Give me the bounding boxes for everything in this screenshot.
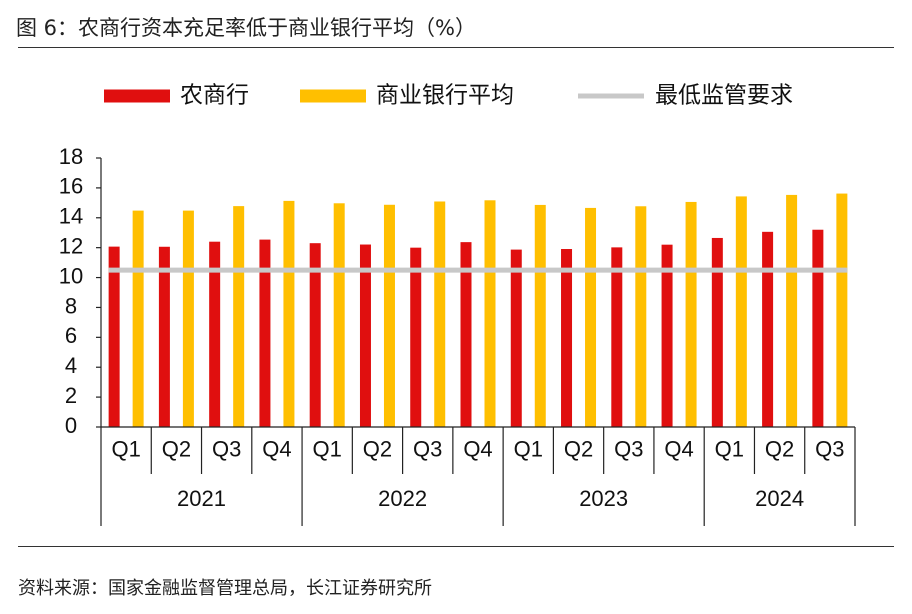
y-tick-label: 0 [65,413,77,438]
average-bar [132,210,144,427]
legend-rural-bank-swatch [104,89,170,103]
y-tick-label: 16 [59,174,83,199]
title-rule [18,47,894,48]
year-label: 2024 [755,486,804,511]
y-tick-label: 2 [65,383,77,408]
rural-bank-bar [108,246,120,427]
x-tick-label: Q4 [262,436,291,461]
legend-average-swatch [300,89,366,103]
rural-bank-bar [762,231,774,427]
average-bar [685,201,697,427]
x-tick-label: Q1 [715,436,744,461]
average-bar [283,200,295,427]
source-note: 资料来源：国家金融监督管理总局，长江证券研究所 [18,578,432,599]
rural-bank-bar [711,237,723,427]
figure-title: 图 6：农商行资本充足率低于商业银行平均（%） [16,16,476,40]
rural-bank-bar [158,246,170,427]
average-bar [836,193,848,427]
rural-bank-bar [661,244,673,427]
x-tick-label: Q4 [664,436,693,461]
x-tick-label: Q2 [162,436,191,461]
legend-average-label: 商业银行平均 [376,83,514,109]
rural-bank-bar [812,229,824,427]
average-bar [786,194,798,427]
y-tick-label: 4 [65,353,77,378]
y-tick-label: 10 [59,263,83,288]
x-tick-label: Q3 [413,436,442,461]
rural-bank-bar [460,242,472,427]
rural-bank-bar [309,243,321,427]
rural-bank-bar [209,241,221,427]
y-tick-label: 18 [59,144,83,169]
legend-rural-bank-label: 农商行 [180,83,249,109]
x-tick-label: Q2 [765,436,794,461]
average-bar [333,203,345,427]
year-label: 2022 [378,486,427,511]
y-tick-label: 12 [59,233,83,258]
average-bar [635,206,647,427]
x-tick-label: Q3 [212,436,241,461]
rural-bank-bar [611,247,623,427]
footer-rule [18,546,894,547]
rural-bank-bar [561,249,573,427]
average-bar [434,201,446,427]
average-bar [585,207,597,427]
x-tick-label: Q1 [514,436,543,461]
x-tick-label: Q2 [564,436,593,461]
y-tick-label: 14 [59,204,83,229]
rural-bank-bar [359,244,371,427]
x-tick-label: Q2 [363,436,392,461]
legend-minimum-swatch [578,93,644,99]
x-tick-label: Q1 [111,436,140,461]
rural-bank-bar [259,239,271,427]
y-tick-label: 6 [65,323,77,348]
legend-minimum-label: 最低监管要求 [655,83,793,109]
rural-bank-bar [510,249,522,427]
bar-chart: 0 2 4 6 8 10 12 14 16 18 Q1 Q2 Q3 Q4 Q1 Q2 Q3 Q4 Q1 Q2 Q3 Q4 Q… [59,83,856,526]
rural-bank-bar [410,247,422,427]
year-label: 2023 [579,486,628,511]
average-bar [735,196,747,427]
average-bar [233,206,245,427]
average-bar [534,204,546,427]
x-tick-label: Q4 [463,436,492,461]
y-tick-label: 8 [65,293,77,318]
x-tick-label: Q3 [614,436,643,461]
x-tick-label: Q3 [815,436,844,461]
average-bar [484,200,496,427]
year-label: 2021 [177,486,226,511]
x-tick-label: Q1 [313,436,342,461]
average-bar [383,204,395,427]
average-bar [182,210,194,427]
